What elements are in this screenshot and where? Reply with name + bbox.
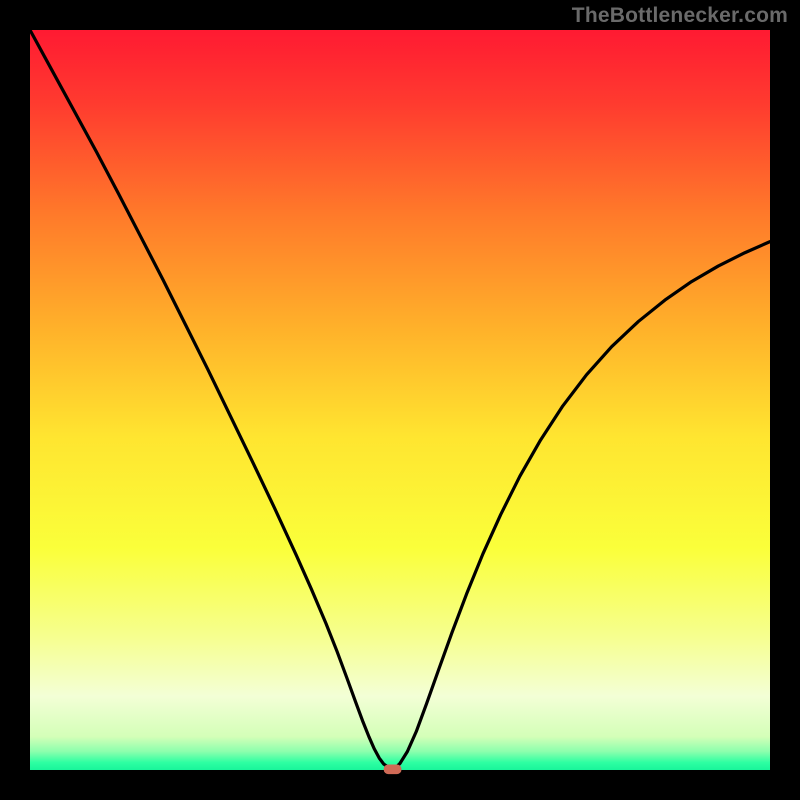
plot-background xyxy=(30,30,770,770)
bottleneck-chart xyxy=(0,0,800,800)
chart-wrapper: TheBottlenecker.com xyxy=(0,0,800,800)
optimal-point-marker xyxy=(384,764,402,774)
